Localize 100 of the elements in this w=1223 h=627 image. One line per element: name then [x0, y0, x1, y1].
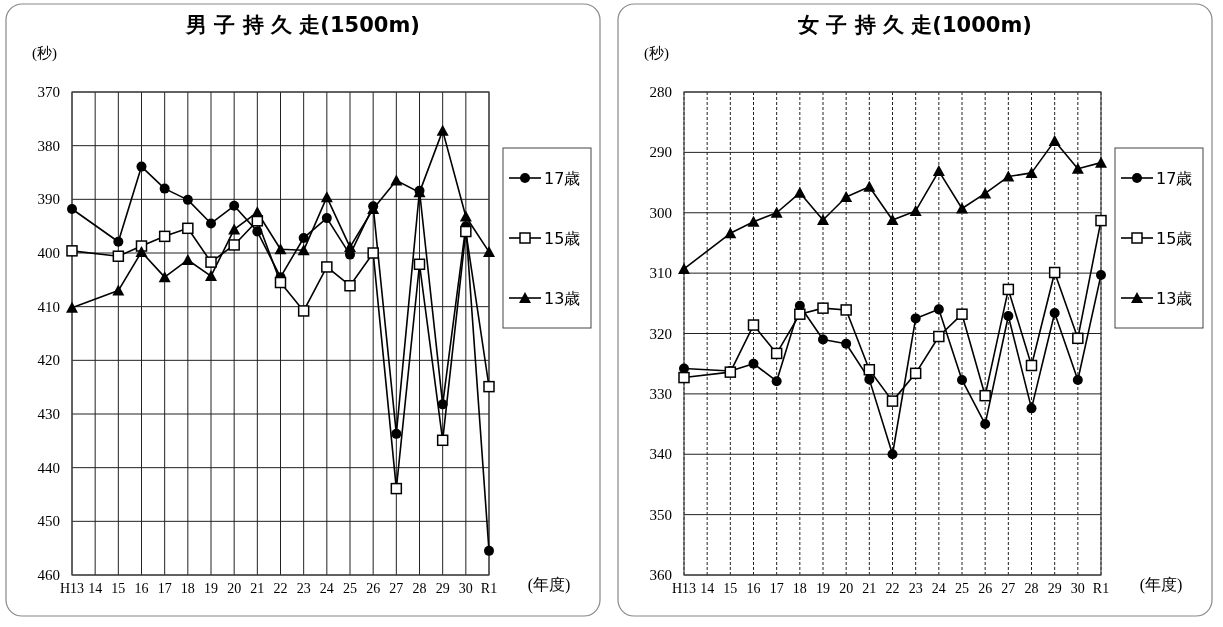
point [321, 213, 332, 224]
x-tick-label: 28 [1024, 581, 1039, 596]
point [770, 206, 783, 218]
point [1096, 269, 1106, 280]
point [1095, 214, 1107, 227]
point [771, 376, 782, 387]
point [818, 334, 828, 345]
x-tick-label: 30 [458, 581, 473, 596]
point [909, 204, 922, 216]
legend-label: 15歳 [544, 229, 581, 248]
point [112, 250, 125, 262]
y-tick-label: 370 [37, 84, 60, 100]
point [390, 482, 403, 495]
point [1071, 162, 1084, 174]
x-tick-label: 29 [1047, 581, 1062, 596]
point [228, 239, 240, 251]
x-tick-label: 15 [111, 581, 126, 596]
y-tick-label: 350 [649, 506, 672, 523]
point [390, 174, 403, 186]
point [298, 232, 309, 243]
x-tick-label: 20 [839, 581, 854, 596]
point [956, 202, 968, 214]
point [933, 304, 944, 315]
point [747, 319, 760, 331]
point [1025, 166, 1038, 178]
point [1002, 283, 1015, 296]
x-tick-label: 19 [816, 581, 830, 596]
x-tick-label: 14 [88, 581, 103, 596]
y-axis-title: (秒) [644, 45, 669, 62]
point [724, 227, 737, 239]
x-tick-label: 26 [978, 581, 993, 596]
x-tick-label: 17 [157, 581, 172, 596]
point [747, 215, 760, 227]
x-tick-label: 23 [908, 581, 923, 596]
point [770, 347, 783, 360]
x-tick-label: 30 [1070, 581, 1085, 596]
y-tick-label: 400 [37, 245, 60, 261]
point [980, 419, 991, 430]
x-tick-label: 16 [134, 581, 149, 596]
y-axis-title: (秒) [32, 45, 57, 62]
point [459, 210, 472, 222]
point [1072, 374, 1083, 385]
point [274, 276, 287, 289]
point [863, 363, 876, 376]
point [252, 226, 263, 237]
point [113, 236, 124, 247]
point [159, 183, 170, 194]
chart-title: 男 子 持 久 走(1500m) [185, 13, 420, 37]
x-tick-label: 17 [769, 581, 784, 596]
point [1049, 307, 1060, 318]
y-tick-label: 410 [37, 298, 60, 315]
point [297, 244, 310, 256]
y-tick-label: 390 [37, 191, 60, 208]
point [67, 203, 77, 214]
point [1003, 310, 1014, 321]
point [182, 194, 193, 205]
legend-label: 13歳 [1156, 289, 1193, 308]
point [274, 243, 287, 255]
y-tick-label: 440 [37, 459, 60, 476]
point [1072, 332, 1084, 345]
x-tick-label: 27 [389, 581, 404, 596]
point [135, 245, 148, 257]
x-tick-label: 18 [792, 581, 807, 596]
point [136, 161, 147, 172]
point [979, 187, 992, 199]
x-tick-label: R1 [480, 581, 498, 596]
y-tick-label: 310 [649, 265, 672, 282]
point [229, 200, 240, 211]
point [320, 191, 333, 203]
x-tick-label: 15 [723, 581, 738, 596]
point [817, 302, 829, 314]
point [251, 206, 264, 218]
y-tick-label: 450 [37, 513, 60, 530]
x-tick-label: 16 [746, 581, 761, 596]
y-tick-label: 360 [649, 567, 672, 583]
point [886, 395, 899, 407]
x-tick-label: 26 [366, 581, 381, 596]
point [66, 245, 78, 257]
point [678, 371, 690, 384]
point [460, 225, 472, 238]
y-tick-label: 340 [649, 446, 672, 463]
legend-label: 13歳 [544, 289, 581, 308]
point [182, 222, 194, 235]
point [344, 279, 356, 292]
x-tick-label: 28 [412, 581, 427, 596]
point [1026, 403, 1037, 414]
legend-label: 17歳 [544, 169, 581, 188]
point [205, 270, 217, 282]
point [112, 284, 125, 296]
x-tick-label: 18 [180, 581, 195, 596]
point [66, 301, 78, 313]
y-tick-label: 460 [37, 567, 60, 583]
x-tick-label: 22 [273, 581, 288, 596]
point [841, 338, 852, 349]
point [1048, 266, 1061, 279]
point [483, 380, 495, 393]
x-tick-label: 27 [1001, 581, 1016, 596]
point [886, 213, 899, 225]
x-axis-title: (年度) [1139, 576, 1183, 594]
x-tick-label: H13 [671, 581, 697, 596]
